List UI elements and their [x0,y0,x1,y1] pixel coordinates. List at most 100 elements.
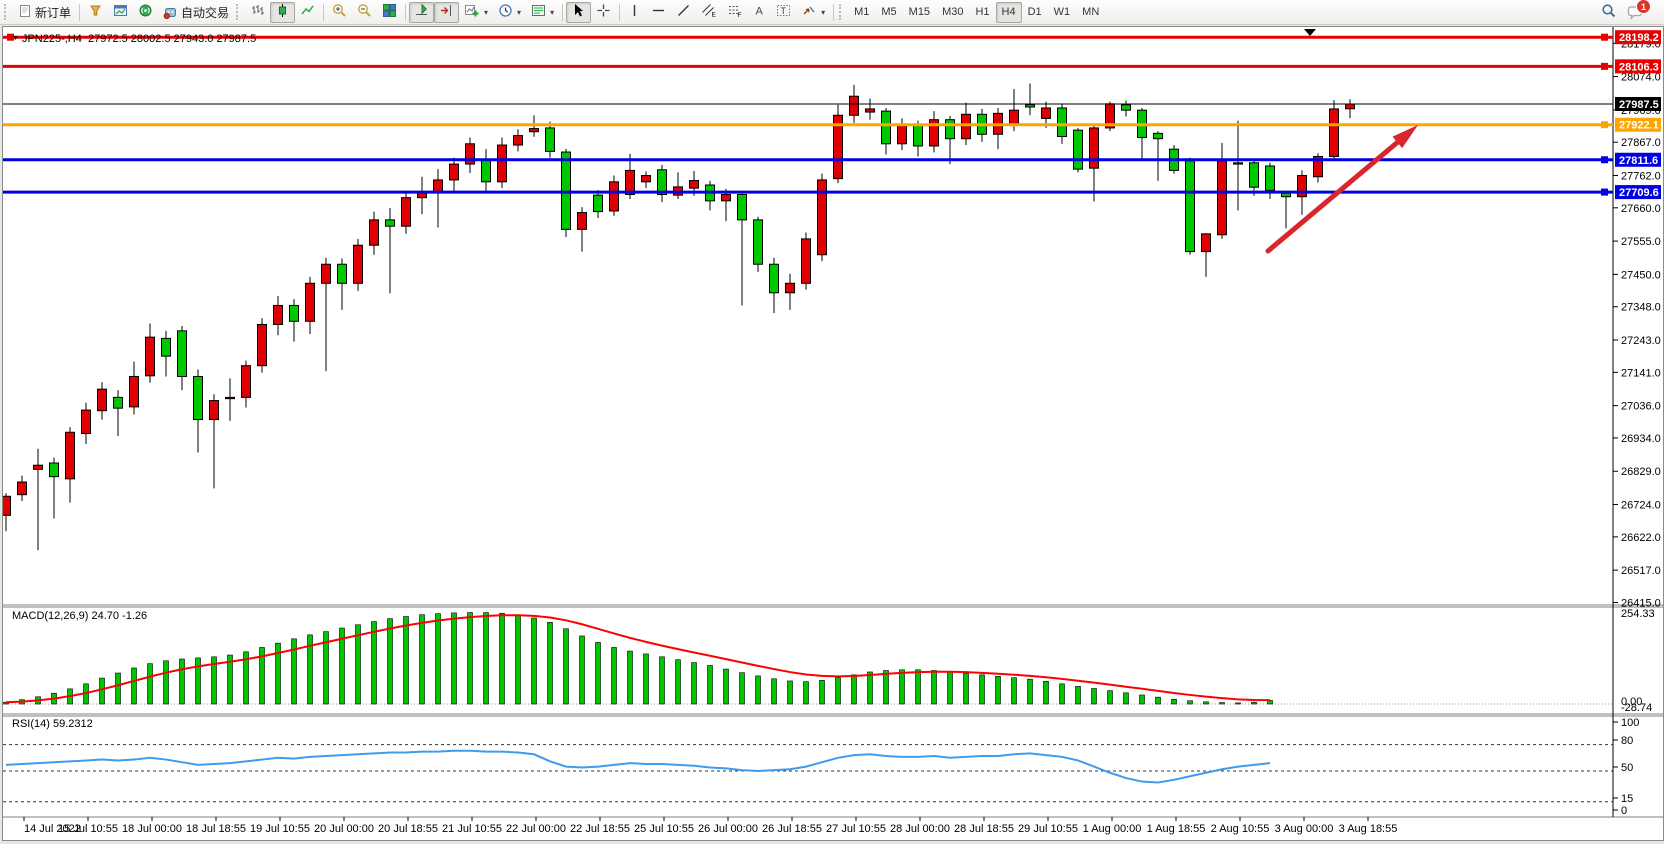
timeframe-h4-button[interactable]: H4 [995,1,1022,23]
candle [1153,132,1163,140]
macd-scale-label: 0.00 [1621,696,1642,708]
price-tick-label: 28074.0 [1621,72,1661,84]
horizontal-line-button[interactable] [646,2,671,23]
text-label-button[interactable]: T [771,2,796,23]
vertical-line-button[interactable] [623,2,646,23]
price-badge-label: 27709.6 [1619,187,1659,199]
candle [801,238,811,284]
candle [929,119,939,147]
chart-window-icon [113,3,128,21]
text-button[interactable]: A [748,2,771,23]
macd-bar [627,650,633,705]
macd-bar [1219,702,1225,705]
add-indicator-button[interactable]: ▾ [459,2,493,23]
macd-bar [1251,701,1257,705]
timeframe-m5-button[interactable]: M5 [875,2,902,23]
search-button[interactable] [1596,2,1622,23]
macd-bar [787,680,793,705]
timeframe-mn-button[interactable]: MN [1076,2,1105,23]
candle [769,263,779,294]
line-handle[interactable] [1601,156,1608,164]
macd-bar [915,669,921,705]
toolbar-grip[interactable] [839,4,844,20]
time-tick-label: 25 Jul 10:55 [634,823,694,835]
chart-shift-icon [439,3,454,21]
macd-bar [355,624,361,705]
notifications-button[interactable]: 1 [1622,0,1651,23]
timeframe-h1-button[interactable]: H1 [969,2,995,23]
chart-shift-marker-icon[interactable] [1304,29,1316,36]
time-tick-label: 27 Jul 10:55 [826,823,886,835]
line-handle[interactable] [1601,121,1608,129]
new-order-button[interactable]: 新订单 [13,2,76,23]
chart-window-button[interactable] [108,2,133,23]
templates-button[interactable]: ▾ [526,2,559,23]
cursor-icon [571,3,586,21]
macd-bar [755,675,761,705]
cursor-button[interactable] [566,1,592,23]
new-order-label: 新订单 [35,5,72,20]
timeframe-w1-button[interactable]: W1 [1048,2,1077,23]
funnel-icon [88,3,103,21]
timeframe-m15-button[interactable]: M15 [903,2,936,23]
autotrading-button[interactable]: 自动交易 [158,2,234,23]
toolbar-separator [79,3,81,21]
line-handle[interactable] [1601,188,1608,196]
time-tick-label: 18 Jul 00:00 [122,823,182,835]
candle [385,219,395,227]
toolbar: 新订单 自动交易 [0,0,1664,25]
macd-signal-line [5,614,1271,704]
rsi-scale-label: 50 [1621,762,1633,774]
arrows-icon [801,3,817,21]
line-handle[interactable] [1601,33,1608,41]
macd-bar [1011,677,1017,705]
bars-chart-button[interactable] [245,2,270,23]
timeframe-m1-button[interactable]: M1 [848,2,875,23]
price-badge-label: 28106.3 [1619,61,1659,73]
timeframe-d1-button[interactable]: D1 [1022,2,1048,23]
line-handle[interactable] [1601,62,1608,70]
time-tick-label: 22 Jul 18:55 [570,823,630,835]
line-handle[interactable] [7,33,14,41]
chart-shift-button[interactable] [434,1,460,23]
candle [1185,160,1195,253]
macd-bar [1235,702,1241,705]
zoom-out-icon [357,3,372,21]
periods-button[interactable]: ▾ [493,2,526,23]
chart-window: 28179.028074.027969.027867.027762.027660… [2,26,1664,841]
equidistant-channel-button[interactable]: E [696,2,722,23]
funnel-button[interactable] [83,2,108,23]
price-tick-label: 26724.0 [1621,500,1661,512]
horizontal-line-icon [651,3,666,21]
macd-bar [707,665,713,705]
candle [1009,109,1019,126]
trend-arrow[interactable] [1265,139,1400,254]
price-tick-label: 27450.0 [1621,269,1661,281]
line-chart-button[interactable] [295,2,320,23]
toolbar-grip[interactable] [4,4,9,20]
macd-bar [931,670,937,705]
candle [1025,104,1035,108]
candle [321,263,331,284]
toolbar-grip[interactable] [236,4,241,20]
chart-canvas[interactable]: 28179.028074.027969.027867.027762.027660… [3,27,1663,840]
candle [1201,233,1211,253]
zoom-in-button[interactable] [327,2,352,23]
candle [449,163,459,181]
candle [193,375,203,421]
candlestick-chart-button[interactable] [270,1,296,23]
autoscroll-button[interactable] [409,1,435,23]
candle [1297,174,1307,198]
tile-windows-button[interactable] [377,2,402,23]
arrows-button[interactable]: ▾ [796,2,830,23]
fibonacci-button[interactable]: F [722,2,748,23]
crosshair-button[interactable] [591,2,616,23]
signals-button[interactable] [133,2,158,23]
candle [401,197,411,227]
trend-arrow-head[interactable] [1392,125,1418,149]
candle [289,304,299,322]
timeframe-m30-button[interactable]: M30 [936,2,969,23]
price-badge [1615,59,1661,74]
zoom-out-button[interactable] [352,2,377,23]
trendline-button[interactable] [671,2,696,23]
